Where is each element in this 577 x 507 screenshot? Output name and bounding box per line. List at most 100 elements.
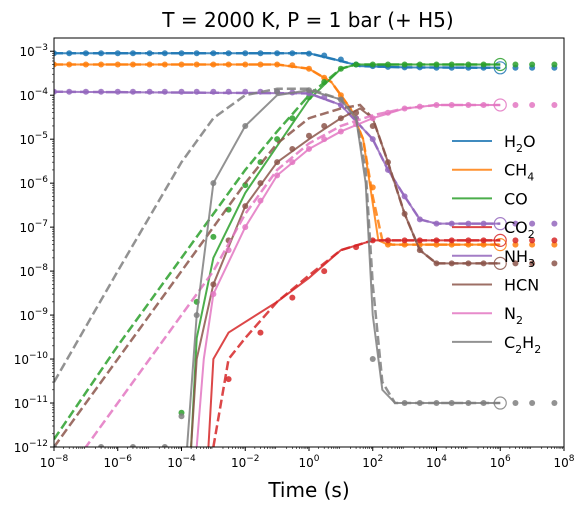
series-co-point	[384, 61, 391, 68]
series-hcn-point	[401, 210, 408, 217]
series-nh3-point	[433, 220, 440, 227]
series-n2-point	[369, 115, 376, 122]
series-n2-point	[321, 136, 328, 143]
series-ch4-point	[369, 184, 376, 191]
series-c2h2-point	[274, 88, 281, 95]
x-tick-label: 10−8	[40, 454, 69, 470]
series-ch4-point	[210, 61, 217, 68]
x-axis: 10−8 10−6 10−4 10−2 100 102 104 106 108	[40, 447, 575, 470]
series-co-point	[512, 61, 519, 68]
series-ch4-point	[82, 61, 89, 68]
series-co-point	[401, 61, 408, 68]
series-ch4-point	[384, 241, 391, 248]
series-n2-point	[433, 101, 440, 108]
series-c2h2-point	[54, 444, 57, 447]
series-co-point	[337, 65, 344, 72]
series-ch4-point	[193, 61, 200, 68]
series-ch4-point	[257, 61, 264, 68]
series-nh3-point	[193, 88, 200, 95]
series-hcn-point	[274, 159, 281, 166]
series-h2o-point	[193, 50, 200, 57]
series-c2h2-point	[161, 444, 168, 447]
series-hcn-point	[321, 122, 328, 129]
series-co-point	[242, 182, 249, 189]
series-layer	[54, 50, 558, 447]
series-h2o-point	[242, 50, 249, 57]
series-c2h2-point	[480, 400, 487, 407]
series-hcn-point	[210, 281, 217, 288]
series-co2-point	[465, 237, 472, 244]
series-ch4-point	[274, 61, 281, 68]
series-nh3-point	[82, 88, 89, 95]
series-co-point	[289, 115, 296, 122]
y-tick-label: 10−3	[19, 43, 48, 59]
series-c2h2-point	[210, 180, 217, 187]
series-n2-point	[448, 101, 455, 108]
series-ch4-point	[512, 241, 519, 248]
series-hcn-point	[416, 247, 423, 254]
series-n2-point	[225, 247, 232, 254]
series-c2h2-point	[416, 400, 423, 407]
series-h2o-point	[225, 50, 232, 57]
series-ch4-point	[289, 62, 296, 69]
series-hcn-point	[353, 109, 360, 116]
series-n2-end-marker	[493, 98, 507, 112]
series-co2-point	[401, 237, 408, 244]
series-n2-point	[289, 159, 296, 166]
series-hcn	[54, 103, 558, 447]
series-n2-point	[480, 101, 487, 108]
series-co2-point	[257, 329, 264, 336]
series-ch4-point	[337, 92, 344, 99]
series-nh3-point	[161, 88, 168, 95]
series-nh3-end-marker	[493, 217, 507, 231]
series-n2-solid-line	[195, 103, 501, 447]
series-h2o-point	[66, 50, 73, 57]
y-tick-label: 10−4	[19, 87, 48, 103]
series-h2o	[54, 50, 558, 75]
legend-label-co2: CO2	[504, 218, 535, 241]
series-nh3-point	[416, 216, 423, 223]
series-c2h2-point	[337, 96, 344, 103]
series-nh3-point	[512, 220, 519, 227]
series-nh3	[54, 88, 558, 231]
series-c2h2-solid-line	[186, 89, 501, 447]
series-nh3-point	[225, 88, 232, 95]
series-hcn-point	[512, 260, 519, 267]
series-c2h2-point	[98, 444, 105, 447]
series-co2-point	[384, 237, 391, 244]
y-axis: 10−12 10−11 10−10 10−9 10−8 10−7 10−6 10−5 10−4 1…	[14, 43, 54, 455]
series-co2-point	[480, 237, 487, 244]
series-h2o-point	[178, 50, 185, 57]
series-co-point	[480, 61, 487, 68]
series-ch4-point	[146, 61, 153, 68]
series-c2h2-point	[369, 356, 376, 363]
legend-label-h2o: H2O	[504, 132, 536, 155]
series-co2-point	[321, 268, 328, 275]
series-h2o-point	[129, 50, 136, 57]
series-ch4-point	[448, 241, 455, 248]
y-tick-label: 10−10	[14, 351, 49, 367]
series-ch4-point	[225, 61, 232, 68]
series-ch4-point	[480, 241, 487, 248]
series-c2h2	[54, 87, 558, 447]
series-co2-point	[416, 237, 423, 244]
series-c2h2-point	[465, 400, 472, 407]
series-nh3-point	[66, 88, 73, 95]
series-n2-point	[551, 101, 558, 108]
legend: H2O CH4 CO CO2 NH3 HCN N2 C2H2	[452, 132, 541, 356]
series-c2h2-point	[242, 122, 249, 129]
series-h2o-point	[257, 50, 264, 57]
series-hcn-point	[369, 122, 376, 129]
series-nh3-point	[98, 88, 105, 95]
series-nh3-point	[480, 220, 487, 227]
series-c2h2-point	[129, 444, 136, 447]
series-hcn-point	[480, 260, 487, 267]
series-co2-point	[289, 294, 296, 301]
series-n2	[84, 98, 558, 447]
chart-title: T = 2000 K, P = 1 bar (+ H5)	[161, 8, 453, 32]
series-ch4-point	[114, 61, 121, 68]
series-co-point	[529, 61, 536, 68]
x-tick-label: 104	[426, 454, 447, 470]
series-co2-point	[448, 237, 455, 244]
